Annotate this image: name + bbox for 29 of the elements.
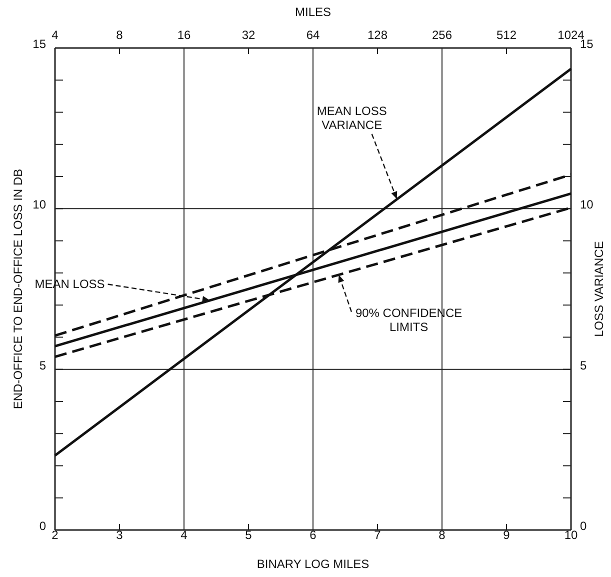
y-tick-label: 5	[39, 358, 46, 372]
y-tick-label: 15	[32, 37, 46, 51]
y-tick-label: 10	[32, 198, 46, 212]
y-axis-title: END-OFFICE TO END-OFFICE LOSS IN DB	[11, 168, 25, 410]
x-tick-label: 6	[310, 528, 317, 542]
y2-tick-label: 0	[580, 519, 587, 533]
y2-tick-label: 5	[580, 358, 587, 372]
x2-tick-label: 256	[432, 28, 452, 42]
x2-tick-label: 4	[52, 28, 59, 42]
y-tick-label: 0	[39, 519, 46, 533]
y2-tick-label: 10	[580, 198, 594, 212]
x2-tick-label: 128	[367, 28, 388, 42]
x-tick-label: 3	[116, 528, 124, 542]
x-tick-label: 4	[180, 528, 188, 542]
x-tick-label: 8	[438, 528, 446, 542]
x2-tick-label: 16	[177, 28, 191, 42]
x2-tick-label: 8	[116, 28, 124, 42]
y2-axis-title: LOSS VARIANCE	[592, 241, 606, 337]
x2-axis-title: MILES	[294, 5, 332, 19]
x-tick-label: 2	[52, 528, 59, 542]
x2-tick-label: 512	[496, 28, 517, 42]
annotation: MEAN LOSS VARIANCE	[316, 104, 387, 132]
x-tick-label: 5	[245, 528, 252, 542]
x2-tick-label: 32	[242, 28, 256, 42]
x-tick-label: 9	[503, 528, 510, 542]
x-tick-label: 7	[374, 528, 382, 542]
x-axis-title: BINARY LOG MILES	[256, 557, 370, 571]
x-tick-label: 10	[564, 528, 578, 542]
x2-tick-label: 64	[306, 28, 320, 42]
